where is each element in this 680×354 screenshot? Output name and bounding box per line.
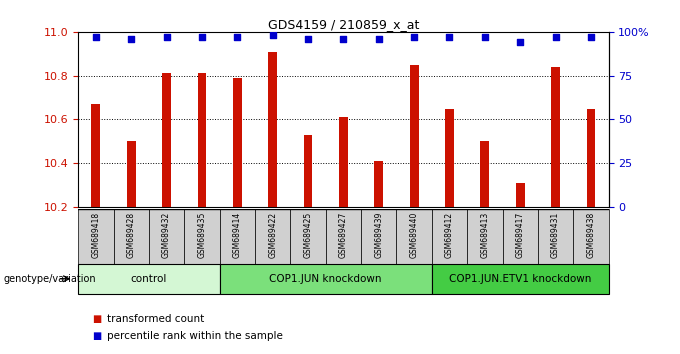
Text: GSM689427: GSM689427 bbox=[339, 212, 348, 258]
Text: control: control bbox=[131, 274, 167, 284]
Text: GSM689425: GSM689425 bbox=[303, 212, 313, 258]
Bar bbox=[149, 209, 184, 264]
Bar bbox=[326, 209, 361, 264]
Text: percentile rank within the sample: percentile rank within the sample bbox=[107, 331, 283, 341]
Text: GSM689440: GSM689440 bbox=[409, 212, 419, 258]
Point bbox=[303, 36, 313, 42]
Bar bbox=[162, 74, 171, 207]
Point bbox=[550, 34, 561, 40]
Bar bbox=[480, 141, 489, 207]
Bar bbox=[290, 209, 326, 264]
Text: GSM689422: GSM689422 bbox=[268, 212, 277, 258]
Bar bbox=[220, 209, 255, 264]
Point bbox=[126, 36, 137, 42]
Bar bbox=[503, 209, 538, 264]
Text: GSM689418: GSM689418 bbox=[91, 212, 101, 258]
Text: genotype/variation: genotype/variation bbox=[3, 274, 96, 284]
Bar bbox=[432, 209, 467, 264]
Bar bbox=[396, 209, 432, 264]
Point bbox=[90, 34, 101, 40]
Text: GSM689431: GSM689431 bbox=[551, 212, 560, 258]
Text: ■: ■ bbox=[92, 331, 101, 341]
Bar bbox=[268, 52, 277, 207]
Point bbox=[267, 33, 278, 38]
Text: GSM689439: GSM689439 bbox=[374, 212, 384, 258]
Bar bbox=[197, 74, 206, 207]
Bar bbox=[184, 209, 220, 264]
Point bbox=[409, 34, 420, 40]
Text: GSM689412: GSM689412 bbox=[445, 212, 454, 258]
Bar bbox=[538, 209, 573, 264]
Point bbox=[338, 36, 349, 42]
Point bbox=[479, 34, 490, 40]
Bar bbox=[126, 141, 135, 207]
Bar bbox=[467, 209, 503, 264]
Text: COP1.JUN.ETV1 knockdown: COP1.JUN.ETV1 knockdown bbox=[449, 274, 592, 284]
Point bbox=[444, 34, 455, 40]
Text: GSM689435: GSM689435 bbox=[197, 212, 207, 258]
Bar bbox=[78, 209, 114, 264]
Bar bbox=[573, 209, 609, 264]
Text: GSM689438: GSM689438 bbox=[586, 212, 596, 258]
Text: transformed count: transformed count bbox=[107, 314, 204, 324]
Bar bbox=[374, 161, 383, 207]
Text: GSM689428: GSM689428 bbox=[126, 212, 136, 258]
Point bbox=[373, 36, 384, 42]
Bar bbox=[220, 264, 432, 294]
Point bbox=[197, 34, 207, 40]
Point bbox=[232, 34, 243, 40]
Point bbox=[585, 34, 596, 40]
Text: ■: ■ bbox=[92, 314, 101, 324]
Bar bbox=[586, 109, 595, 207]
Bar bbox=[255, 209, 290, 264]
Bar bbox=[445, 109, 454, 207]
Bar bbox=[303, 135, 312, 207]
Text: GSM689417: GSM689417 bbox=[515, 212, 525, 258]
Bar bbox=[78, 264, 220, 294]
Bar bbox=[515, 183, 525, 207]
Point bbox=[161, 34, 172, 40]
Bar bbox=[233, 78, 242, 207]
Point bbox=[515, 40, 526, 45]
Bar bbox=[114, 209, 149, 264]
Bar bbox=[551, 67, 560, 207]
Bar bbox=[339, 117, 347, 207]
Text: GSM689414: GSM689414 bbox=[233, 212, 242, 258]
Bar bbox=[409, 65, 418, 207]
Text: GSM689432: GSM689432 bbox=[162, 212, 171, 258]
Text: COP1.JUN knockdown: COP1.JUN knockdown bbox=[269, 274, 382, 284]
Bar bbox=[361, 209, 396, 264]
Bar bbox=[91, 104, 101, 207]
Title: GDS4159 / 210859_x_at: GDS4159 / 210859_x_at bbox=[268, 18, 419, 31]
Text: GSM689413: GSM689413 bbox=[480, 212, 490, 258]
Bar bbox=[432, 264, 609, 294]
